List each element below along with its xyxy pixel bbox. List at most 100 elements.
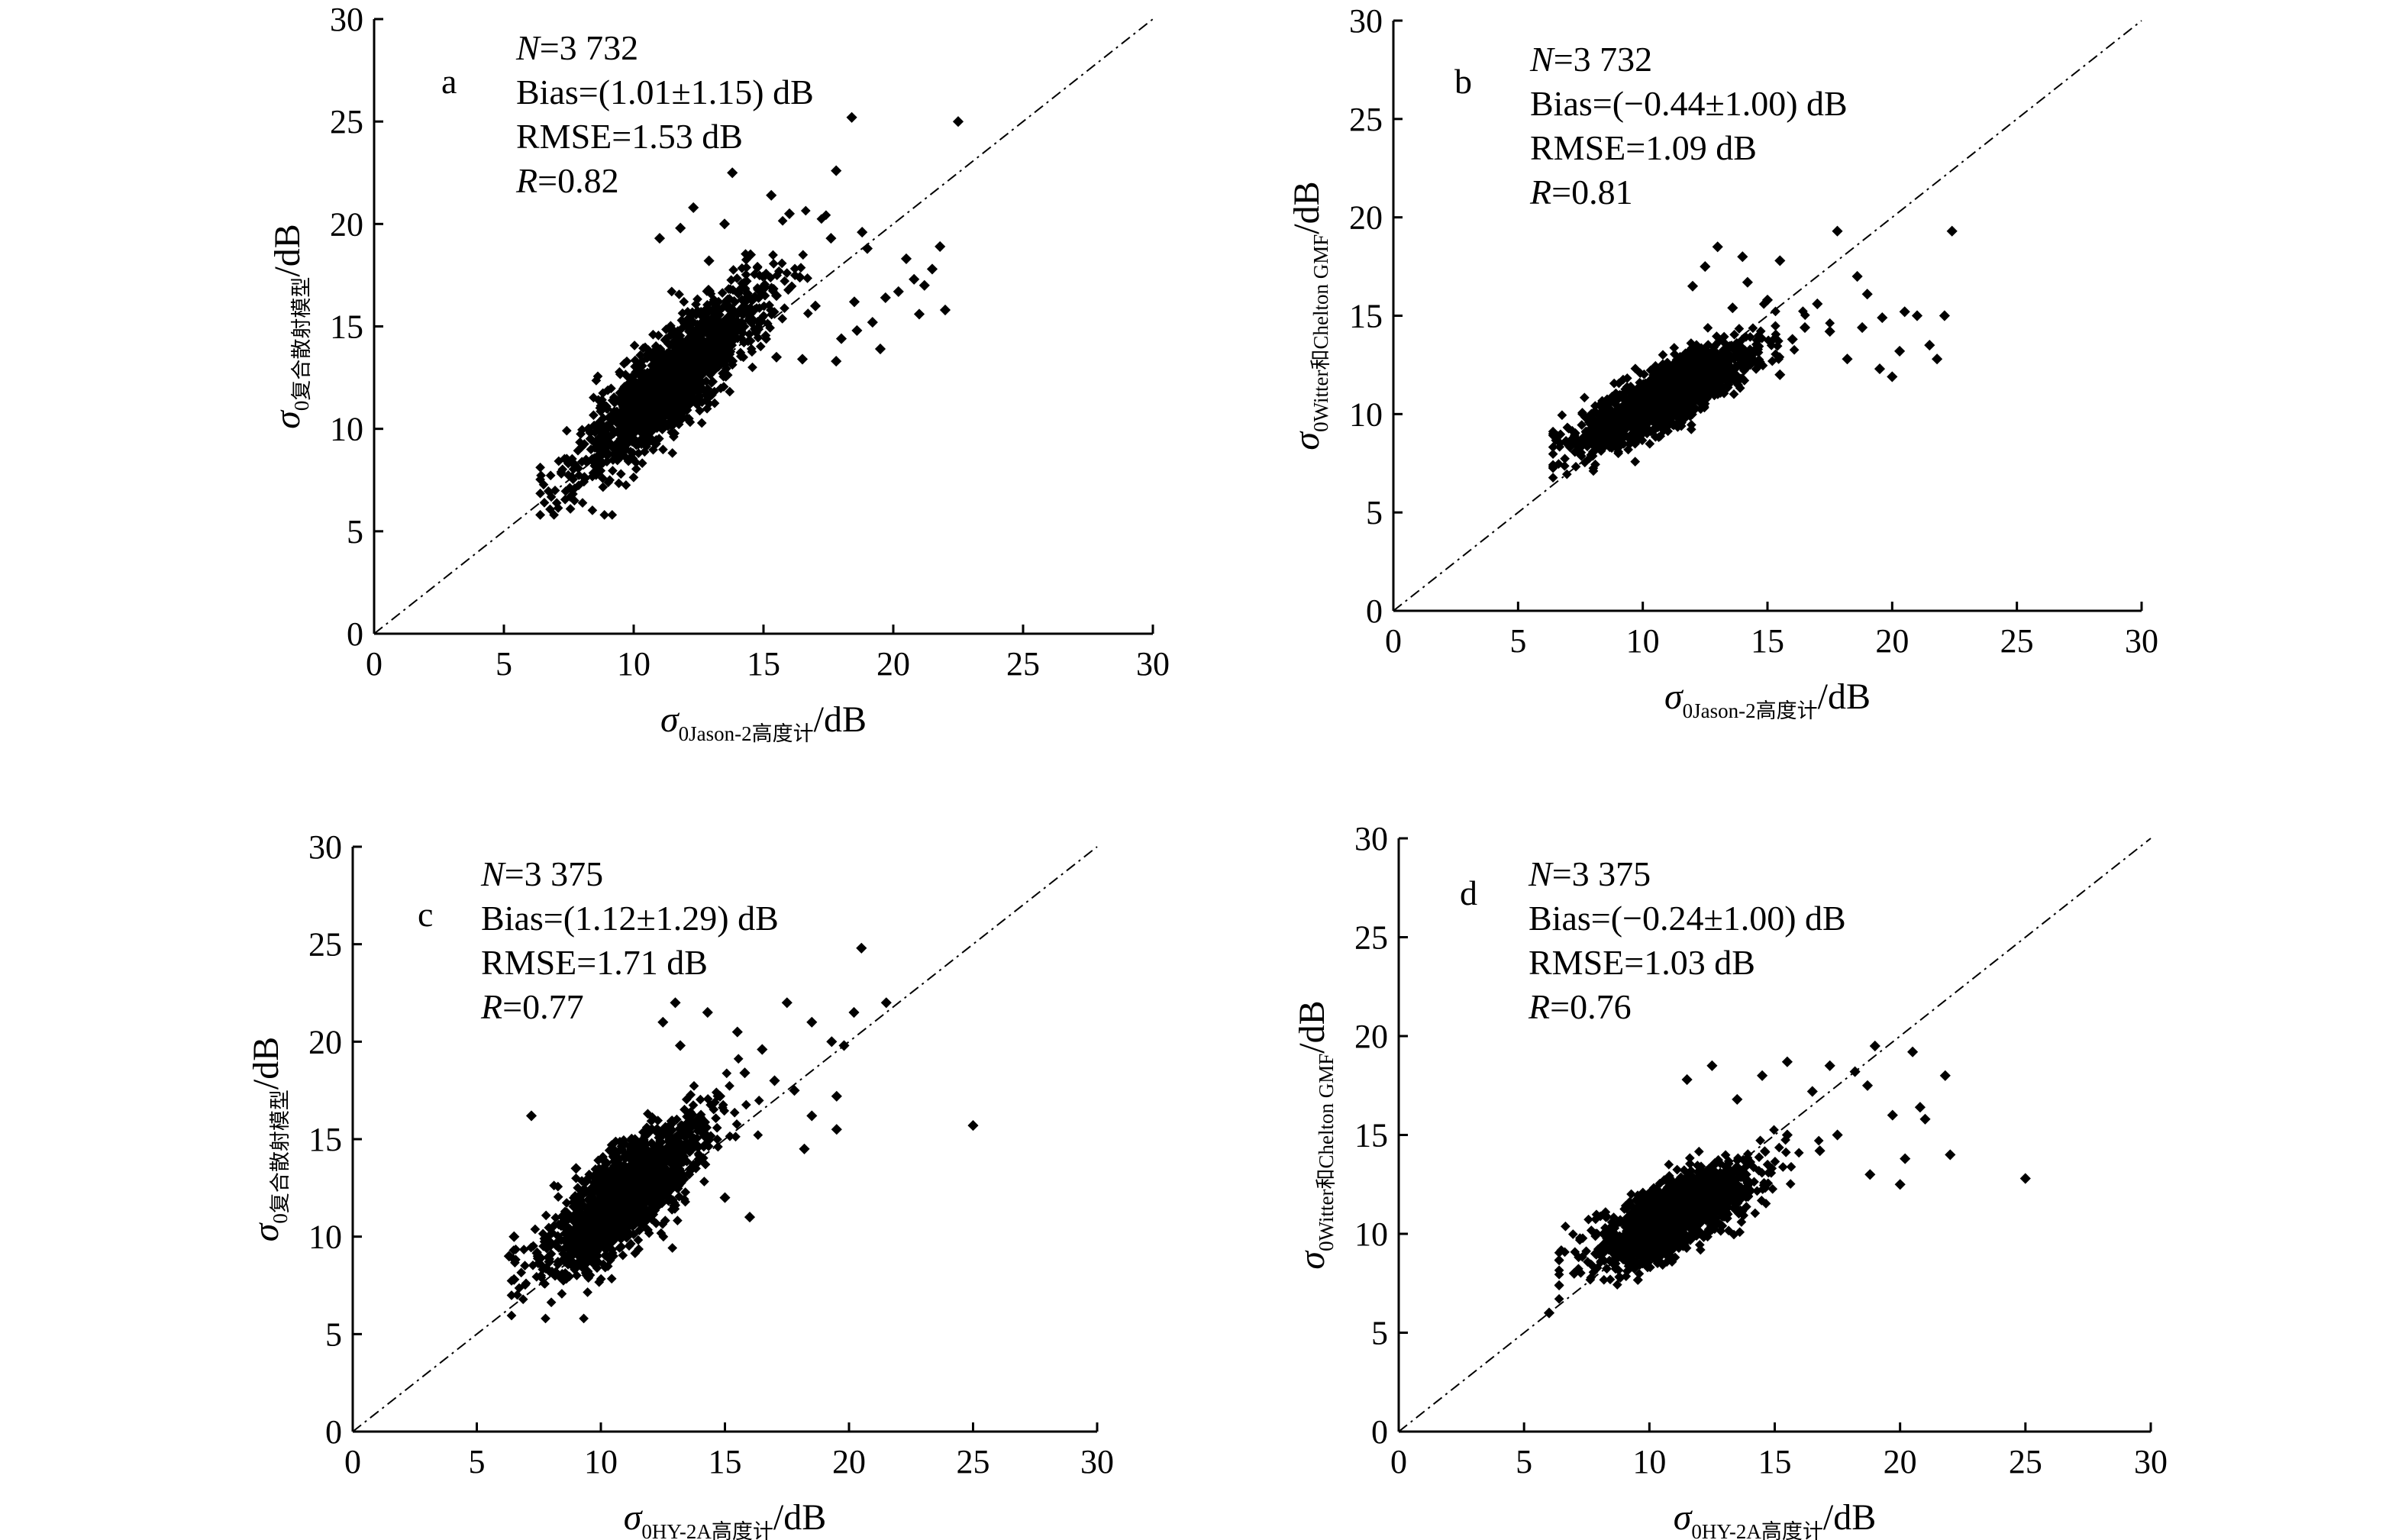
data-point xyxy=(545,470,556,481)
data-point xyxy=(831,165,842,176)
data-point xyxy=(518,1245,529,1254)
data-point xyxy=(1851,270,1863,282)
data-point xyxy=(867,317,878,328)
data-point xyxy=(831,356,842,367)
data-point xyxy=(667,448,678,458)
y-tick-label: 20 xyxy=(308,1023,342,1061)
data-point xyxy=(725,1131,735,1141)
scatter-panel-b: 0 5 10 15 20 25 30051015202530σ0Jason-2高度计/dBσ… xyxy=(1286,2,2158,722)
data-point xyxy=(1887,371,1898,383)
data-point xyxy=(1548,473,1558,483)
data-point xyxy=(615,469,626,479)
data-point xyxy=(1579,392,1590,403)
data-point xyxy=(1630,457,1641,467)
x-tick-label: 15 xyxy=(747,645,780,683)
x-tick-label: 5 xyxy=(496,645,512,683)
y-tick-label: 5 xyxy=(325,1316,342,1353)
y-tick-label: 30 xyxy=(1349,2,1383,40)
data-points xyxy=(1548,225,1958,483)
x-tick-label: 25 xyxy=(2000,622,2034,660)
data-point xyxy=(782,268,793,278)
data-point xyxy=(1729,389,1739,399)
data-point xyxy=(703,255,715,266)
y-axis-label: σ0Witter和Chelton GMF/dB xyxy=(1286,181,1332,450)
data-point xyxy=(579,1313,589,1324)
data-point xyxy=(658,444,668,455)
data-point xyxy=(689,1080,699,1091)
data-point xyxy=(718,218,731,230)
y-tick-label: 30 xyxy=(308,828,342,866)
data-point xyxy=(754,1096,764,1106)
y-tick-label: 0 xyxy=(325,1413,342,1451)
y-tick-label: 15 xyxy=(308,1121,342,1158)
y-tick-label: 25 xyxy=(1349,101,1383,138)
data-point xyxy=(1861,289,1873,300)
data-point xyxy=(1771,306,1780,317)
scatter-panel-a: 0 5 10 15 20 25 30051015202530σ0Jason-2高度计/dBσ… xyxy=(267,1,1170,745)
data-point xyxy=(722,1068,732,1079)
data-point xyxy=(851,324,863,336)
correlation-stat: R=0.81 xyxy=(1529,173,1633,211)
x-tick-label: 30 xyxy=(1136,645,1170,683)
data-point xyxy=(637,458,647,468)
data-point xyxy=(621,480,631,490)
data-point xyxy=(768,250,778,260)
y-axis-label: σ0复合散射模型/dB xyxy=(267,224,313,429)
data-point xyxy=(777,215,788,226)
scatter-panel-c: 0 5 10 15 20 25 30051015202530σ0HY-2A高度计/dBσ0复… xyxy=(246,828,1114,1540)
data-point xyxy=(1857,321,1868,334)
data-point xyxy=(728,265,738,275)
data-point xyxy=(741,1099,751,1110)
data-point xyxy=(755,341,766,352)
data-point xyxy=(1824,326,1835,337)
data-point xyxy=(711,1113,721,1123)
data-point xyxy=(553,1192,563,1202)
data-point xyxy=(727,167,738,179)
y-tick-label: 15 xyxy=(1349,298,1383,335)
x-tick-label: 5 xyxy=(1509,622,1526,660)
data-point xyxy=(918,279,930,291)
data-point xyxy=(583,1287,592,1297)
data-point xyxy=(935,241,946,252)
data-point xyxy=(893,286,904,297)
data-point xyxy=(530,1224,541,1235)
data-point xyxy=(599,510,610,520)
x-tick-label: 10 xyxy=(617,645,650,683)
data-point xyxy=(535,488,545,499)
x-axis-label: σ0Jason-2高度计/dB xyxy=(1664,676,1871,722)
data-point xyxy=(1712,241,1723,253)
data-point xyxy=(1911,310,1923,321)
data-point xyxy=(1842,354,1853,365)
data-point xyxy=(1874,363,1886,375)
data-point xyxy=(802,308,813,318)
y-tick-label: 10 xyxy=(330,411,363,448)
data-point xyxy=(733,1054,744,1064)
data-point xyxy=(874,343,886,355)
y-tick-label: 10 xyxy=(308,1219,342,1256)
x-tick-label: 0 xyxy=(1385,622,1402,660)
data-point xyxy=(861,243,873,254)
data-point xyxy=(608,466,618,476)
data-point xyxy=(688,202,699,213)
data-point xyxy=(909,273,920,285)
data-point xyxy=(1658,350,1668,360)
data-point xyxy=(1737,251,1748,263)
data-point xyxy=(535,462,545,473)
y-tick-label: 25 xyxy=(308,926,342,964)
rmse-stat: RMSE=1.53 dB xyxy=(516,117,743,156)
data-point xyxy=(667,1243,678,1253)
data-point xyxy=(546,1297,557,1308)
data-point xyxy=(712,1122,722,1133)
y-tick-label: 30 xyxy=(330,1,363,38)
data-point xyxy=(1894,345,1906,357)
data-point xyxy=(1877,312,1888,324)
data-point xyxy=(1774,369,1786,380)
x-tick-label: 25 xyxy=(957,1443,990,1480)
data-point xyxy=(1932,354,1943,365)
data-point xyxy=(857,227,868,238)
data-point xyxy=(1832,225,1843,237)
y-tick-label: 15 xyxy=(330,308,363,346)
y-tick-label: 25 xyxy=(330,103,363,140)
data-point xyxy=(1939,310,1950,321)
